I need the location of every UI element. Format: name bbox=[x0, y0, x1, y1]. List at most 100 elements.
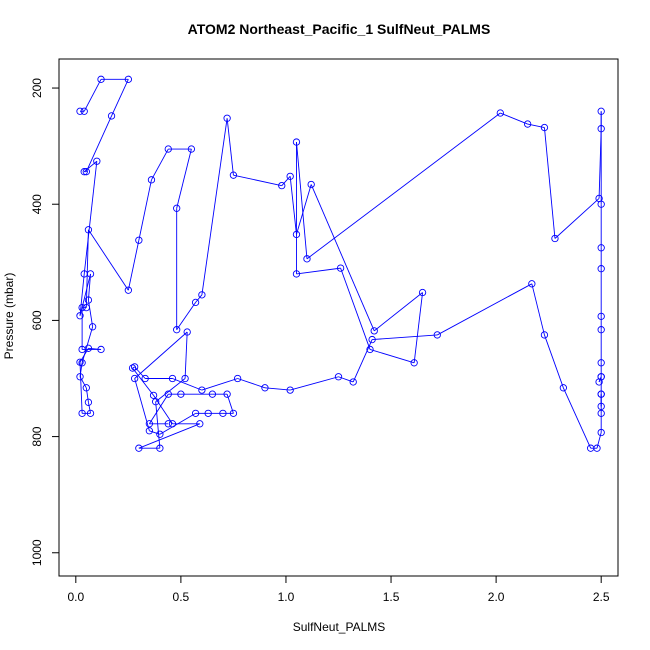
data-point bbox=[152, 398, 160, 406]
series-line-segment bbox=[201, 378, 238, 391]
data-point bbox=[368, 335, 376, 344]
data-point bbox=[597, 359, 605, 367]
data-point bbox=[223, 390, 231, 398]
data-point bbox=[587, 444, 595, 452]
x-axis-label: SulfNeut_PALMS bbox=[293, 620, 386, 634]
series-line-segment bbox=[340, 267, 371, 350]
data-point bbox=[149, 391, 158, 399]
series-line-segment bbox=[195, 294, 203, 303]
data-point bbox=[164, 390, 172, 398]
data-point bbox=[292, 230, 301, 239]
series-line-segment bbox=[172, 378, 203, 391]
series-line-segment bbox=[132, 367, 154, 396]
series-line-segment bbox=[79, 273, 85, 316]
data-point bbox=[219, 409, 227, 417]
data-point bbox=[78, 409, 86, 417]
data-point bbox=[597, 125, 605, 133]
data-point bbox=[147, 176, 156, 184]
data-point bbox=[528, 280, 536, 288]
data-point bbox=[135, 444, 143, 452]
data-point bbox=[128, 364, 137, 372]
data-point bbox=[597, 428, 605, 437]
data-point bbox=[307, 180, 315, 189]
data-point bbox=[97, 345, 105, 354]
x-tick-label: 1.5 bbox=[383, 590, 400, 604]
data-point bbox=[204, 409, 212, 417]
data-point bbox=[187, 145, 196, 153]
data-point bbox=[229, 409, 238, 417]
data-point bbox=[559, 384, 568, 392]
data-point bbox=[82, 168, 90, 176]
data-point bbox=[191, 409, 200, 417]
series-line-segment bbox=[290, 376, 339, 391]
series-line-segment bbox=[373, 292, 423, 332]
y-tick-label: 1000 bbox=[30, 539, 44, 566]
series-line-group bbox=[79, 78, 602, 449]
data-point bbox=[76, 312, 84, 320]
series-line-segment bbox=[87, 300, 94, 327]
data-point bbox=[286, 386, 294, 394]
x-tick-label: 0.5 bbox=[173, 590, 190, 604]
series-point-group bbox=[76, 75, 605, 452]
data-point bbox=[76, 358, 84, 366]
data-point bbox=[597, 200, 605, 208]
data-point bbox=[76, 373, 84, 381]
data-point bbox=[597, 409, 605, 417]
series-line-segment bbox=[233, 174, 282, 187]
data-point bbox=[597, 244, 605, 252]
data-point bbox=[97, 75, 105, 83]
y-tick-label: 400 bbox=[30, 194, 44, 214]
data-point bbox=[370, 327, 378, 335]
y-axis: 200 400 600 800 1000 bbox=[30, 78, 60, 566]
data-point bbox=[496, 109, 504, 117]
data-point bbox=[303, 255, 311, 263]
series-line-segment bbox=[85, 387, 89, 403]
plot-frame bbox=[58, 58, 619, 577]
series-line-segment bbox=[85, 115, 112, 172]
data-point bbox=[82, 303, 90, 312]
data-point bbox=[523, 120, 532, 128]
data-point bbox=[198, 386, 206, 394]
data-point bbox=[191, 298, 200, 307]
series-line-segment bbox=[85, 229, 89, 308]
data-point bbox=[208, 390, 217, 398]
series-line-segment bbox=[264, 387, 291, 391]
series-line-segment bbox=[369, 349, 415, 364]
data-point bbox=[540, 123, 549, 132]
series-line-segment bbox=[127, 240, 140, 291]
y-tick-label: 800 bbox=[30, 426, 44, 446]
series-line-segment bbox=[201, 118, 228, 295]
data-point bbox=[540, 331, 549, 339]
data-point bbox=[124, 286, 132, 294]
data-point bbox=[233, 374, 242, 383]
series-line-segment bbox=[176, 148, 192, 209]
data-point bbox=[84, 398, 93, 406]
data-point bbox=[145, 420, 154, 428]
data-point bbox=[286, 172, 294, 180]
data-point bbox=[141, 374, 149, 383]
data-point bbox=[164, 145, 172, 153]
series-line-segment bbox=[296, 267, 341, 275]
data-point bbox=[173, 204, 181, 212]
series-line-segment bbox=[237, 378, 266, 389]
series-line-segment bbox=[83, 161, 98, 274]
series-line-segment bbox=[83, 79, 102, 112]
data-point bbox=[334, 373, 343, 381]
data-point bbox=[78, 303, 86, 312]
x-tick-label: 2.5 bbox=[593, 590, 610, 604]
data-point bbox=[177, 390, 185, 398]
data-point bbox=[223, 114, 231, 122]
series-line-segment bbox=[138, 423, 200, 449]
series-line-segment bbox=[413, 292, 424, 363]
data-point bbox=[135, 236, 143, 244]
series-line-segment bbox=[176, 302, 196, 330]
data-point bbox=[418, 288, 427, 297]
series-line-segment bbox=[151, 148, 169, 181]
data-point bbox=[156, 430, 164, 438]
data-point bbox=[597, 265, 605, 273]
data-point bbox=[597, 107, 605, 115]
series-line-segment bbox=[562, 387, 592, 449]
series-line-segment bbox=[437, 283, 533, 336]
series-line-segment bbox=[155, 378, 186, 403]
series-line-segment bbox=[111, 79, 129, 117]
